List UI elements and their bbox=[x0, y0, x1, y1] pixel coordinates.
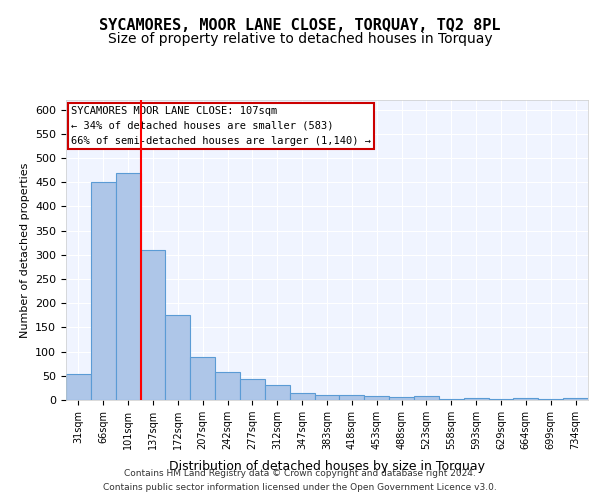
Bar bbox=[414, 396, 439, 400]
Text: Contains HM Land Registry data © Crown copyright and database right 2024.: Contains HM Land Registry data © Crown c… bbox=[124, 468, 476, 477]
Bar bbox=[66, 374, 91, 400]
Bar bbox=[265, 384, 290, 400]
Bar bbox=[488, 399, 514, 400]
Bar bbox=[116, 172, 140, 400]
Bar bbox=[190, 358, 215, 400]
Bar bbox=[538, 399, 563, 400]
Text: SYCAMORES, MOOR LANE CLOSE, TORQUAY, TQ2 8PL: SYCAMORES, MOOR LANE CLOSE, TORQUAY, TQ2… bbox=[99, 18, 501, 32]
Bar bbox=[240, 378, 265, 400]
Bar bbox=[314, 395, 340, 400]
Bar bbox=[166, 316, 190, 400]
Y-axis label: Number of detached properties: Number of detached properties bbox=[20, 162, 29, 338]
Text: SYCAMORES MOOR LANE CLOSE: 107sqm
← 34% of detached houses are smaller (583)
66%: SYCAMORES MOOR LANE CLOSE: 107sqm ← 34% … bbox=[71, 106, 371, 146]
X-axis label: Distribution of detached houses by size in Torquay: Distribution of detached houses by size … bbox=[169, 460, 485, 473]
Text: Size of property relative to detached houses in Torquay: Size of property relative to detached ho… bbox=[107, 32, 493, 46]
Bar bbox=[439, 399, 464, 400]
Bar bbox=[140, 250, 166, 400]
Bar bbox=[290, 392, 314, 400]
Bar bbox=[464, 398, 488, 400]
Bar bbox=[514, 398, 538, 400]
Bar bbox=[563, 398, 588, 400]
Bar bbox=[215, 372, 240, 400]
Bar bbox=[91, 182, 116, 400]
Bar bbox=[389, 396, 414, 400]
Bar bbox=[340, 395, 364, 400]
Bar bbox=[364, 396, 389, 400]
Text: Contains public sector information licensed under the Open Government Licence v3: Contains public sector information licen… bbox=[103, 484, 497, 492]
